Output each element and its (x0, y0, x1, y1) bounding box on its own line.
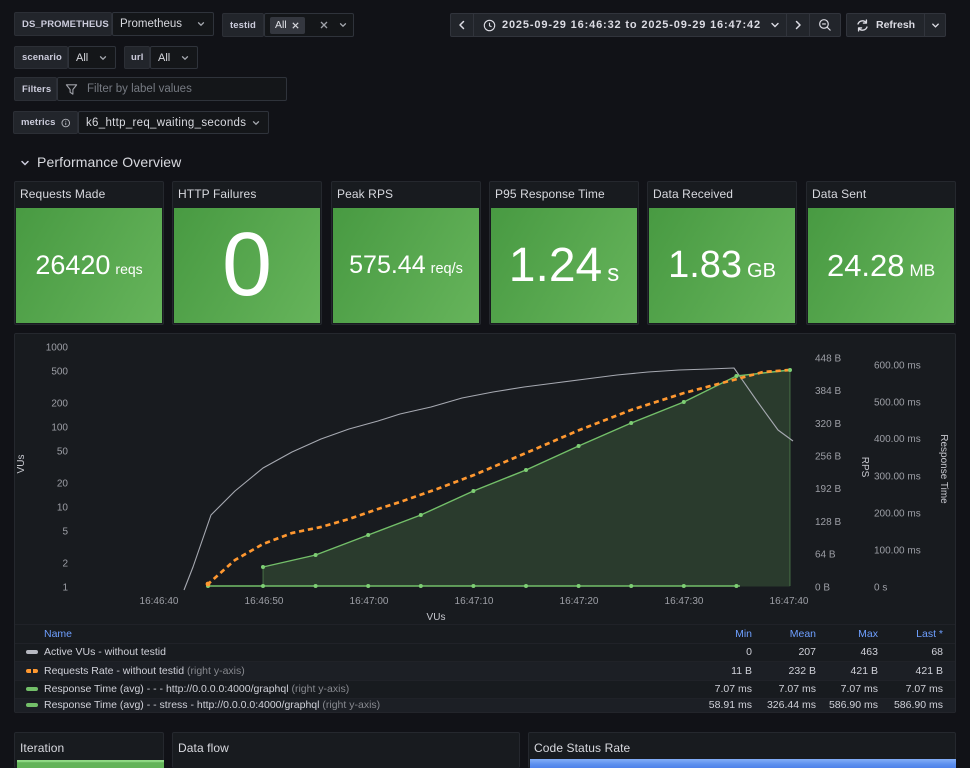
svg-text:500.00 ms: 500.00 ms (874, 398, 921, 409)
svg-text:400.00 ms: 400.00 ms (874, 434, 921, 445)
svg-text:448 B: 448 B (815, 354, 841, 365)
svg-text:2: 2 (62, 559, 68, 570)
svg-text:20: 20 (57, 479, 69, 490)
svg-text:16:46:40: 16:46:40 (140, 596, 179, 607)
svg-text:128 B: 128 B (815, 517, 841, 528)
svg-text:192 B: 192 B (815, 484, 841, 495)
svg-text:16:47:00: 16:47:00 (350, 596, 389, 607)
svg-text:500: 500 (51, 367, 68, 378)
svg-text:384 B: 384 B (815, 386, 841, 397)
svg-text:0 B: 0 B (815, 583, 830, 594)
svg-text:1000: 1000 (46, 343, 69, 354)
svg-text:100: 100 (51, 423, 68, 434)
svg-text:320 B: 320 B (815, 419, 841, 430)
svg-text:0 s: 0 s (874, 583, 887, 594)
svg-text:16:47:20: 16:47:20 (560, 596, 599, 607)
svg-text:64 B: 64 B (815, 550, 836, 561)
svg-text:10: 10 (57, 503, 69, 514)
svg-text:16:47:40: 16:47:40 (770, 596, 809, 607)
svg-text:50: 50 (57, 447, 69, 458)
svg-text:Response Time: Response Time (938, 434, 949, 504)
svg-text:200: 200 (51, 399, 68, 410)
svg-text:600.00 ms: 600.00 ms (874, 361, 921, 372)
svg-text:300.00 ms: 300.00 ms (874, 472, 921, 483)
svg-text:100.00 ms: 100.00 ms (874, 546, 921, 557)
svg-text:16:47:30: 16:47:30 (665, 596, 704, 607)
svg-text:16:46:50: 16:46:50 (245, 596, 284, 607)
svg-text:5: 5 (62, 527, 68, 538)
svg-text:200.00 ms: 200.00 ms (874, 509, 921, 520)
svg-text:RPS: RPS (859, 457, 870, 478)
svg-text:VUs: VUs (16, 455, 27, 474)
svg-text:16:47:10: 16:47:10 (455, 596, 494, 607)
svg-text:1: 1 (62, 583, 68, 594)
svg-text:VUs: VUs (427, 612, 446, 623)
svg-text:256 B: 256 B (815, 452, 841, 463)
